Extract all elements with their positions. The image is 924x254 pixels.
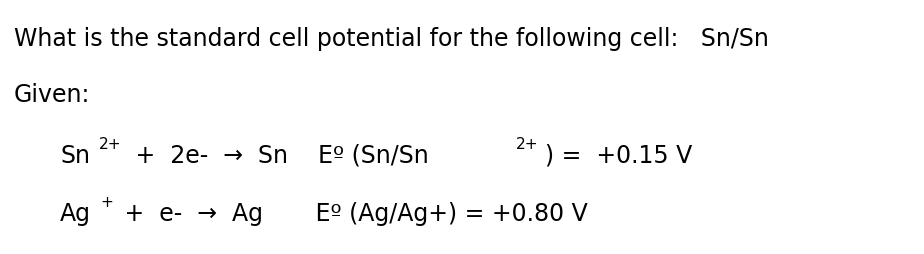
Text: +  2e-  →  Sn    Eº (Sn/Sn: + 2e- → Sn Eº (Sn/Sn [128, 144, 429, 168]
Text: Ag: Ag [60, 202, 91, 226]
Text: 2+: 2+ [516, 137, 539, 152]
Text: Given:: Given: [14, 83, 91, 107]
Text: +: + [100, 195, 113, 210]
Text: ) =  +0.15 V: ) = +0.15 V [545, 144, 692, 168]
Text: Sn: Sn [60, 144, 90, 168]
Text: What is the standard cell potential for the following cell:   Sn/Sn: What is the standard cell potential for … [14, 27, 769, 51]
Text: +  e-  →  Ag       Eº (Ag/Ag+) = +0.80 V: + e- → Ag Eº (Ag/Ag+) = +0.80 V [116, 202, 588, 226]
Text: 2+: 2+ [99, 137, 121, 152]
